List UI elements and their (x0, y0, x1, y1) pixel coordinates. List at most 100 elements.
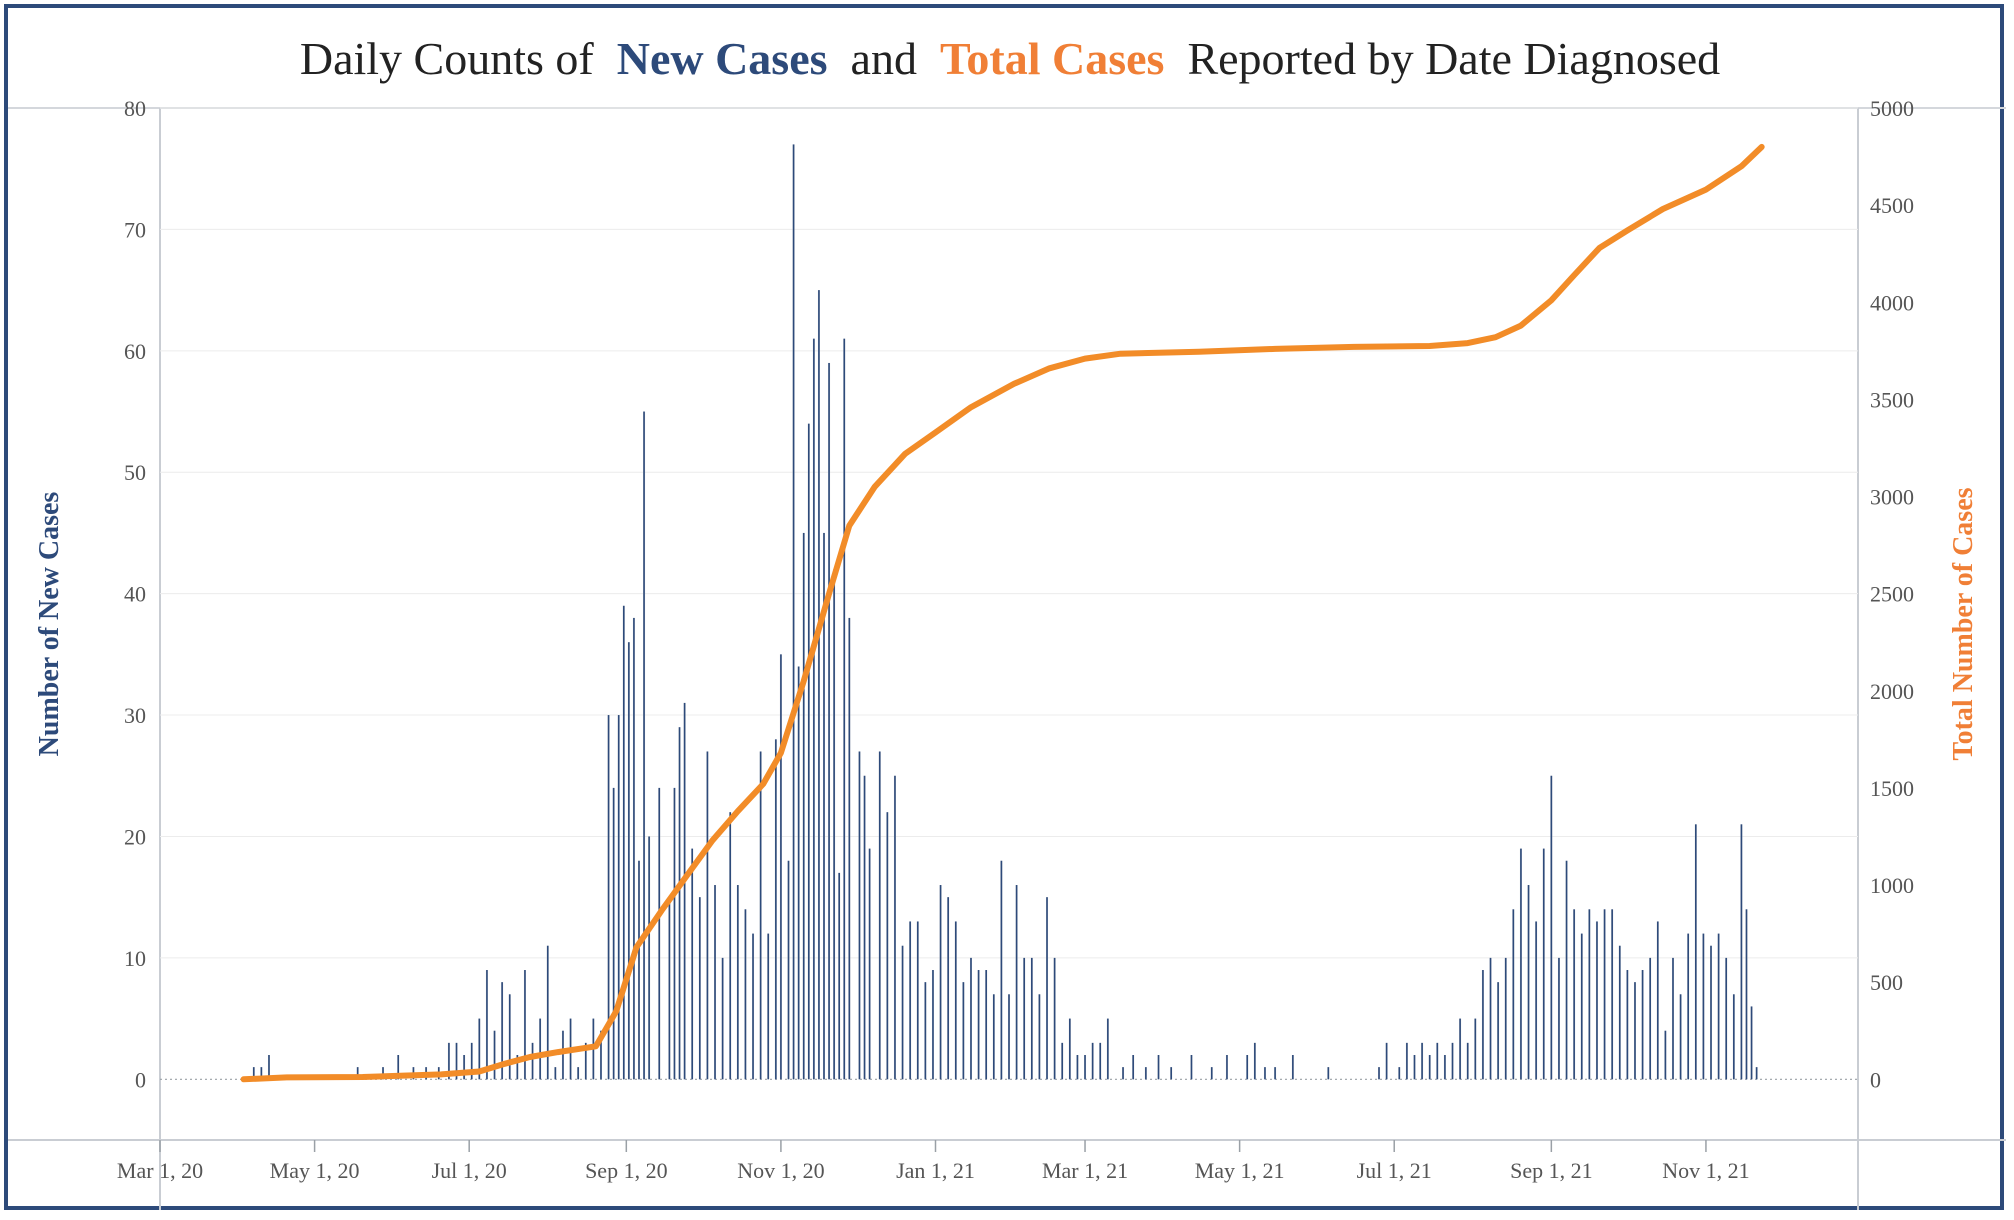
y2-tick-label: 2500 (1870, 582, 1914, 607)
new-cases-bar-line (1428, 1055, 1431, 1080)
new-cases-bar-line (1145, 1067, 1147, 1080)
new-cases-bar-line (691, 848, 694, 1080)
new-cases-bar-line (1611, 909, 1613, 1080)
new-cases-bar-line (775, 739, 777, 1080)
new-cases-bar-line (1580, 933, 1583, 1080)
new-cases-bar-line (1076, 1055, 1079, 1080)
title-suffix: Reported by Date Diagnosed (1176, 33, 1720, 84)
new-cases-bar-line (833, 569, 835, 1080)
new-cases-bar-line (1641, 970, 1644, 1080)
new-cases-bar-line (1084, 1055, 1086, 1080)
y2-tick-label: 5000 (1870, 96, 1914, 121)
new-cases-bar-line (878, 751, 881, 1080)
new-cases-bar-line (1421, 1042, 1423, 1080)
new-cases-bar-line (668, 897, 671, 1080)
new-cases-bar-line (1588, 909, 1591, 1080)
new-cases-bar-line (673, 787, 676, 1080)
new-cases-bar-line (448, 1042, 450, 1080)
new-cases-bar-line (1565, 860, 1568, 1080)
new-cases-bar-line (977, 970, 980, 1080)
new-cases-bar-line (501, 982, 503, 1080)
new-cases-bar-line (643, 411, 645, 1080)
new-cases-bar-line (868, 848, 871, 1080)
y-tick-label: 60 (124, 339, 146, 364)
new-cases-bar-line (924, 982, 927, 1080)
new-cases-bar-line (539, 1018, 541, 1080)
new-cases-bar-line (1745, 909, 1748, 1080)
new-cases-bar-line (848, 617, 851, 1080)
y2-axis-title: Total Number of Cases (1948, 487, 1979, 760)
new-cases-bar-line (1634, 982, 1636, 1080)
new-cases-bar-line (554, 1067, 557, 1080)
new-cases-bar-line (858, 751, 861, 1080)
new-cases-bar-line (470, 1042, 473, 1080)
new-cases-bar-line (1046, 897, 1048, 1080)
title-total-cases: Total Cases (940, 33, 1165, 84)
new-cases-bar-line (617, 715, 620, 1080)
y-tick-label: 10 (124, 946, 146, 971)
new-cases-bar-line (1038, 994, 1041, 1080)
new-cases-bar-line (1132, 1055, 1134, 1080)
y-tick-label: 70 (124, 217, 146, 242)
new-cases-bar-line (1573, 909, 1575, 1080)
new-cases-bars (252, 144, 1758, 1080)
new-cases-bar-line (584, 1042, 587, 1080)
new-cases-bar-line (1210, 1067, 1213, 1080)
y2-tick-label: 3000 (1870, 485, 1914, 510)
new-cases-bar-line (1695, 824, 1697, 1080)
new-cases-bar-line (985, 970, 987, 1080)
x-tick-label: Jan 1, 21 (896, 1158, 975, 1183)
new-cases-bar-line (658, 787, 661, 1080)
chart-frame (4, 4, 2004, 1210)
title-prefix: Daily Counts of (300, 33, 605, 84)
x-tick-label: Jul 1, 21 (1357, 1158, 1432, 1183)
total-cases-line (240, 143, 1765, 1083)
new-cases-bar-line (714, 885, 716, 1080)
new-cases-bar-line (1385, 1042, 1388, 1080)
new-cases-bar-line (759, 751, 762, 1080)
y-tick-label: 30 (124, 703, 146, 728)
new-cases-bar-line (1023, 957, 1026, 1080)
new-cases-bar-line (1053, 957, 1056, 1080)
new-cases-bar-line (600, 1030, 602, 1080)
title-new-cases: New Cases (617, 33, 828, 84)
x-tick-label: Nov 1, 21 (1662, 1158, 1749, 1183)
x-tick-label: Sep 1, 21 (1510, 1158, 1593, 1183)
new-cases-bar-line (699, 897, 701, 1080)
new-cases-bar-line (787, 860, 790, 1080)
new-cases-bar-line (546, 945, 549, 1080)
new-cases-bar-line (612, 787, 615, 1080)
new-cases-bar-line (1596, 921, 1598, 1080)
new-cases-bar-line (1069, 1018, 1071, 1080)
new-cases-bar-line (683, 702, 686, 1080)
new-cases-bar-line (1603, 909, 1606, 1080)
y2-tick-label: 500 (1870, 970, 1903, 995)
new-cases-bar-line (1466, 1042, 1469, 1080)
new-cases-bar-line (1031, 957, 1033, 1080)
new-cases-bar-line (828, 362, 830, 1080)
new-cases-bar-line (909, 921, 911, 1080)
new-cases-bar-line (1015, 885, 1018, 1080)
new-cases-bar-line (607, 715, 610, 1080)
new-cases-bar-line (1755, 1067, 1758, 1080)
chart-title: Daily Counts of New Cases and Total Case… (300, 33, 1720, 84)
total-cases-line-layer (240, 143, 1765, 1083)
new-cases-bar-line (901, 945, 904, 1080)
new-cases-bar-line (1398, 1067, 1401, 1080)
new-cases-bar-line (1656, 921, 1659, 1080)
new-cases-bar-line (1710, 945, 1712, 1080)
new-cases-bar-line (1444, 1055, 1446, 1080)
x-tick-label: May 1, 21 (1195, 1158, 1285, 1183)
new-cases-bar-line (463, 1055, 465, 1080)
new-cases-bar-line (1091, 1042, 1094, 1080)
new-cases-bar-line (1000, 860, 1003, 1080)
new-cases-bar-line (628, 642, 630, 1080)
y-tick-label: 40 (124, 582, 146, 607)
new-cases-bar-line (939, 885, 942, 1080)
new-cases-bar-line (633, 617, 635, 1080)
new-cases-bar-line (1550, 775, 1553, 1080)
new-cases-bar-line (516, 1055, 519, 1080)
new-cases-bar-line (1618, 945, 1621, 1080)
y-tick-label: 50 (124, 460, 146, 485)
new-cases-bar-line (508, 994, 511, 1080)
